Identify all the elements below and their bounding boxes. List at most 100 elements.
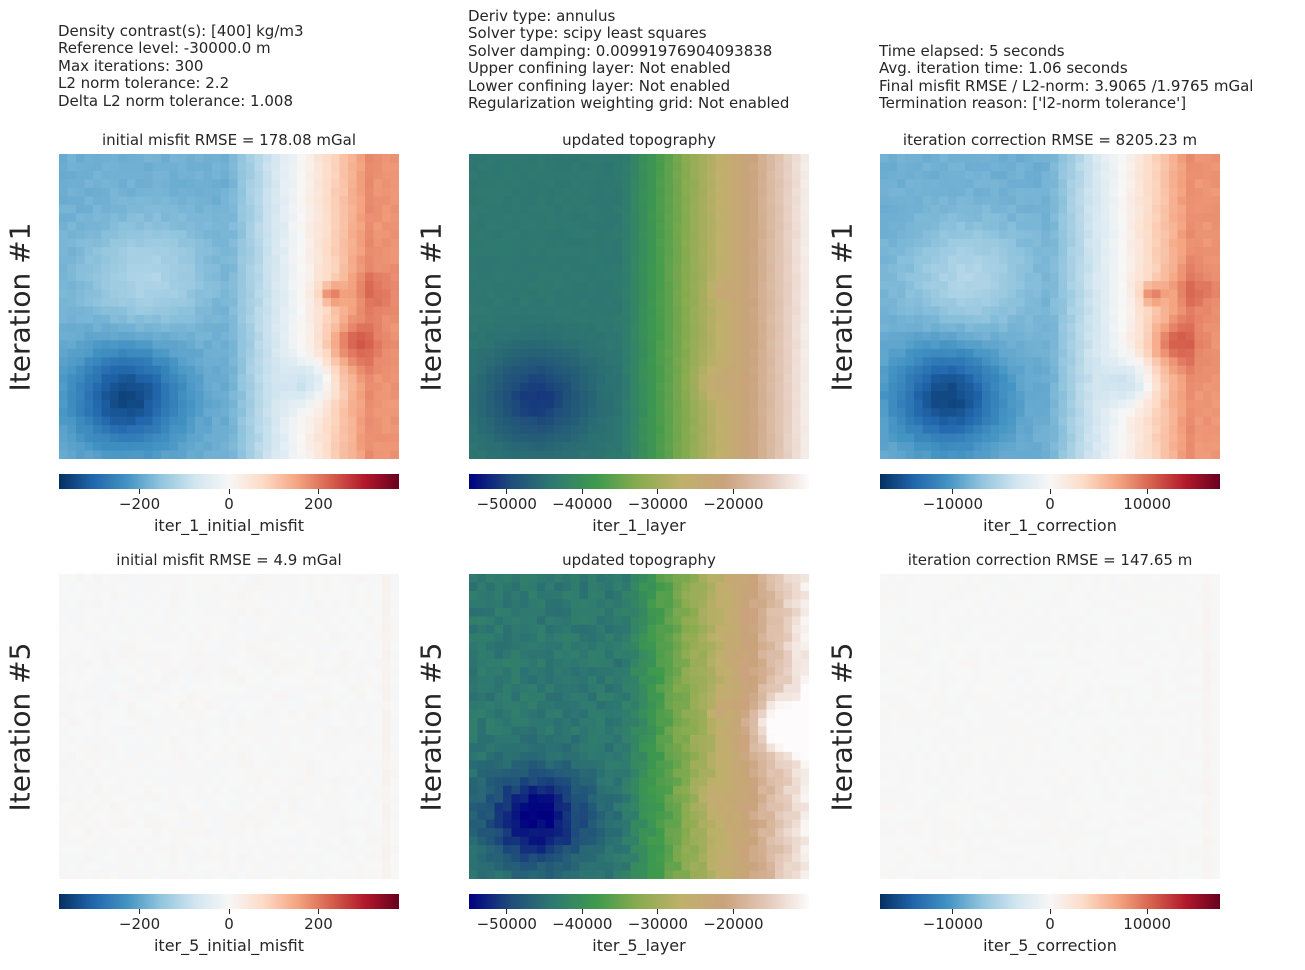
heatmap-cell bbox=[212, 154, 222, 164]
heatmap-cell bbox=[732, 416, 742, 426]
heatmap-cell bbox=[897, 154, 907, 164]
heatmap-cell bbox=[1041, 365, 1051, 375]
heatmap-cell bbox=[1177, 289, 1187, 299]
heatmap-cell bbox=[93, 306, 103, 316]
heatmap-cell bbox=[127, 272, 137, 282]
heatmap-cell bbox=[905, 382, 915, 392]
heatmap-cell bbox=[314, 306, 324, 316]
heatmap-cell bbox=[724, 179, 734, 189]
heatmap-cell bbox=[562, 425, 572, 435]
heatmap-cell bbox=[152, 667, 162, 677]
heatmap-cell bbox=[800, 289, 809, 299]
heatmap-cell bbox=[741, 238, 751, 248]
heatmap-cell bbox=[707, 289, 717, 299]
heatmap-cell bbox=[1033, 281, 1043, 291]
heatmap-cell bbox=[1160, 450, 1170, 459]
heatmap-cell bbox=[579, 196, 589, 206]
heatmap-cell bbox=[1143, 442, 1153, 452]
heatmap-cell bbox=[673, 391, 683, 401]
heatmap-cell bbox=[1058, 331, 1068, 341]
heatmap-cell bbox=[127, 433, 137, 443]
heatmap-cell bbox=[322, 289, 332, 299]
heatmap-cell bbox=[1007, 221, 1017, 231]
heatmap-cell bbox=[1007, 154, 1017, 164]
heatmap-cell bbox=[588, 348, 598, 358]
heatmap-cell bbox=[1067, 204, 1077, 214]
heatmap-cell bbox=[144, 314, 154, 325]
heatmap-cell bbox=[76, 170, 86, 181]
heatmap-cell bbox=[76, 590, 86, 601]
heatmap-cell bbox=[914, 382, 924, 392]
heatmap-cell bbox=[195, 442, 205, 452]
heatmap-cell bbox=[715, 162, 725, 172]
heatmap-cell bbox=[76, 684, 86, 694]
heatmap-cell bbox=[152, 675, 162, 685]
heatmap-cell bbox=[741, 272, 751, 282]
heatmap-cell bbox=[1033, 433, 1043, 443]
heatmap-cell bbox=[681, 408, 691, 418]
heatmap-cell bbox=[1143, 154, 1153, 164]
heatmap-cell bbox=[800, 204, 809, 214]
heatmap-cell bbox=[339, 179, 349, 189]
heatmap-cell bbox=[605, 416, 615, 426]
heatmap-cell bbox=[1041, 179, 1051, 189]
heatmap-cell bbox=[356, 624, 366, 634]
heatmap-cell bbox=[382, 314, 392, 325]
heatmap-cell bbox=[897, 374, 907, 384]
heatmap-cell bbox=[1016, 399, 1026, 409]
heatmap-cell bbox=[698, 348, 708, 358]
heatmap-cell bbox=[724, 391, 734, 401]
heatmap-cell bbox=[758, 238, 768, 248]
heatmap-cell bbox=[348, 365, 358, 375]
heatmap-cell bbox=[999, 170, 1009, 181]
heatmap-cell bbox=[271, 450, 281, 459]
heatmap-cell bbox=[494, 289, 504, 299]
heatmap-cell bbox=[110, 154, 120, 164]
heatmap-cell bbox=[297, 684, 307, 694]
heatmap-cell bbox=[59, 450, 69, 459]
colorbar-tick-mark bbox=[1146, 489, 1148, 494]
heatmap-cell bbox=[973, 408, 983, 418]
heatmap-cell bbox=[1211, 213, 1220, 223]
heatmap-cell bbox=[571, 187, 581, 197]
heatmap-cell bbox=[288, 607, 298, 617]
heatmap-cell bbox=[152, 221, 162, 231]
heatmap-cell bbox=[605, 357, 615, 367]
heatmap-cell bbox=[220, 374, 230, 384]
heatmap-cell bbox=[1084, 331, 1094, 341]
heatmap-cell bbox=[127, 365, 137, 375]
heatmap-cell bbox=[948, 433, 958, 443]
heatmap-cell bbox=[956, 255, 966, 265]
heatmap-cell bbox=[622, 348, 632, 358]
heatmap-cell bbox=[758, 340, 768, 350]
heatmap-cell bbox=[280, 658, 290, 668]
heatmap-cell bbox=[477, 408, 487, 418]
heatmap-cell bbox=[1160, 408, 1170, 418]
heatmap-cell bbox=[348, 255, 358, 265]
heatmap-cell bbox=[990, 425, 1000, 435]
heatmap-cell bbox=[135, 365, 145, 375]
heatmap-cell bbox=[613, 213, 623, 223]
heatmap-cell bbox=[1160, 289, 1170, 299]
heatmap-cell bbox=[356, 255, 366, 265]
heatmap-cell bbox=[545, 382, 555, 392]
heatmap-cell bbox=[681, 179, 691, 189]
heatmap-cell bbox=[571, 391, 581, 401]
heatmap-cell bbox=[254, 667, 264, 677]
heatmap-cell bbox=[1067, 255, 1077, 265]
heatmap-cell bbox=[664, 399, 674, 409]
heatmap-cell bbox=[390, 348, 399, 358]
heatmap-cell bbox=[67, 590, 77, 601]
heatmap-cell bbox=[297, 374, 307, 384]
heatmap-cell bbox=[186, 633, 196, 643]
heatmap-cell bbox=[914, 416, 924, 426]
heatmap-cell bbox=[579, 442, 589, 452]
heatmap-cell bbox=[237, 633, 247, 643]
heatmap-cell bbox=[783, 255, 793, 265]
heatmap-cell bbox=[1186, 391, 1196, 401]
heatmap-cell bbox=[212, 298, 222, 308]
heatmap-cell bbox=[237, 221, 247, 231]
heatmap-cell bbox=[800, 314, 809, 325]
heatmap-cell bbox=[520, 425, 530, 435]
heatmap-cell bbox=[271, 616, 281, 626]
